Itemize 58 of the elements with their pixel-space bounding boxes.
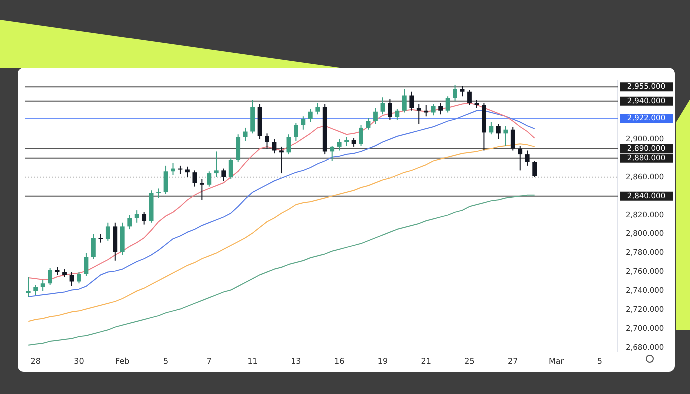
- candlestick: [34, 285, 38, 296]
- candlestick: [431, 104, 436, 116]
- candlestick: [236, 134, 241, 163]
- candlestick: [294, 122, 298, 142]
- candlestick: [424, 104, 429, 118]
- candlestick: [359, 124, 364, 146]
- candlestick: [171, 162, 176, 176]
- candlestick: [228, 158, 234, 180]
- candlestick: [489, 122, 494, 136]
- candlestick: [134, 210, 140, 224]
- candlestick: [222, 168, 226, 182]
- x-tick-label: Mar: [548, 356, 565, 366]
- candlestick: [496, 124, 501, 140]
- x-tick-label: 13: [291, 356, 302, 366]
- candlestick: [337, 138, 342, 152]
- candlestick: [286, 134, 292, 156]
- x-tick-label: 25: [464, 356, 475, 366]
- x-tick-label: 16: [334, 356, 345, 366]
- candlestick: [40, 279, 46, 292]
- candlestick: [374, 108, 378, 125]
- candlestick: [330, 146, 335, 162]
- candlestick: [301, 116, 306, 130]
- candlestick: [164, 165, 168, 195]
- candlestick: [48, 268, 53, 286]
- candlestick: [446, 96, 450, 114]
- candlestick: [192, 170, 198, 188]
- x-tick-label: 19: [378, 356, 388, 366]
- candlestick: [106, 222, 110, 242]
- x-tick-label: 5: [597, 356, 602, 366]
- x-tick-label: Feb: [116, 356, 130, 366]
- x-tick-label: 5: [163, 356, 169, 366]
- x-tick-label: 7: [206, 356, 212, 366]
- candlestick: [532, 160, 538, 178]
- candlestick: [380, 97, 386, 116]
- candlestick: [214, 151, 219, 178]
- candlestick: [84, 252, 89, 277]
- x-tick-label: 21: [421, 356, 432, 366]
- candlestick: [395, 108, 400, 121]
- candlestick: [128, 214, 132, 230]
- candlestick: [26, 276, 31, 298]
- candlestick: [402, 88, 407, 114]
- candlestick: [70, 272, 74, 287]
- candlestick: [316, 102, 320, 116]
- candlestick: [308, 108, 313, 123]
- x-tick-label: 30: [74, 356, 84, 366]
- candlestick: [77, 272, 82, 284]
- candlestick: [416, 104, 422, 125]
- x-tick-label: 27: [508, 356, 518, 366]
- candlestick: [504, 126, 508, 146]
- candlestick: [92, 234, 96, 260]
- candlestick: [243, 127, 248, 142]
- x-tick-label: 28: [30, 356, 41, 366]
- candlestick: [186, 166, 190, 178]
- candlestick: [156, 188, 161, 199]
- candlestick: [453, 84, 458, 102]
- x-tick-label: 11: [248, 356, 258, 366]
- candlestick: [207, 171, 212, 188]
- candlestick: [142, 212, 147, 226]
